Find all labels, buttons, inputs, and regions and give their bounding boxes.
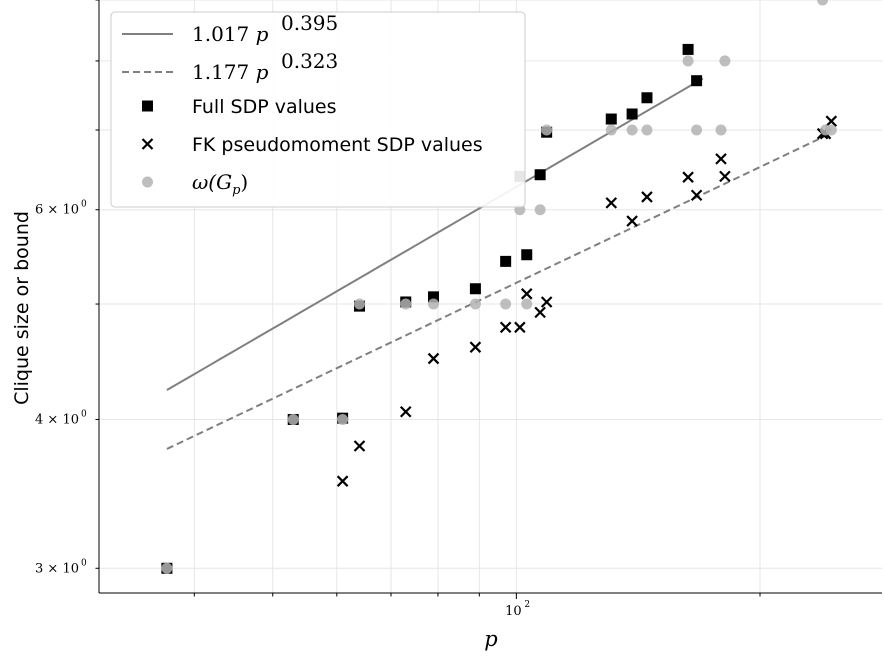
legend-handle — [142, 100, 153, 112]
x-tick-label: 10 — [505, 604, 522, 619]
clique-number-point — [541, 124, 553, 136]
legend-handle — [141, 138, 154, 150]
full-sdp-point — [641, 92, 653, 104]
fk-sdp-point — [605, 197, 618, 209]
clique-number-point — [161, 562, 173, 574]
clique-number-point — [337, 413, 349, 425]
full-sdp-point — [521, 249, 533, 261]
full-sdp-point — [682, 43, 694, 55]
axes: 10 23 × 10 04 × 10 06 × 10 0 — [35, 0, 882, 619]
fk-sdp-point — [499, 321, 512, 334]
fk-sdp-point — [682, 171, 694, 183]
y-tick-label: 3 × 10 — [35, 561, 79, 576]
y-tick-label: 6 × 10 — [35, 203, 79, 218]
clique-number-point — [400, 298, 412, 310]
fk-sdp-point — [336, 475, 349, 487]
y-tick-label-exponent: 0 — [81, 409, 87, 419]
legend-label: FK pseudomoment SDP values — [192, 134, 483, 156]
clique-number-point — [682, 55, 694, 67]
legend-entry: 1.177 p 0.323 — [122, 49, 338, 84]
y-axis-label: Clique size or bound — [11, 211, 33, 405]
fk-sdp-point — [641, 191, 653, 203]
legend-handle — [142, 176, 153, 188]
clique-number-point — [469, 298, 481, 310]
clique-number-point — [719, 55, 731, 67]
legend-entry: FK pseudomoment SDP values — [141, 134, 483, 156]
full-sdp-point — [469, 283, 481, 295]
fk-sdp-point — [469, 341, 482, 353]
clique-number-point — [521, 298, 533, 310]
legend-label: ω(Gp) — [192, 170, 248, 198]
fk-sdp-point — [825, 115, 838, 127]
clique-number-point — [691, 124, 703, 136]
fk-sdp-point — [520, 288, 533, 300]
fk-fit-line — [166, 132, 832, 450]
fk-sdp-point — [399, 405, 412, 418]
clique-number-point — [715, 124, 727, 136]
legend-label: 1.017 p — [192, 22, 269, 46]
full-sdp-point — [605, 113, 617, 125]
full-sdp-point — [534, 169, 546, 181]
fk-sdp-point — [626, 215, 638, 227]
clique-number-point — [605, 124, 617, 136]
legend-entry: 1.017 p 0.395 — [122, 11, 338, 46]
legend-label: 1.177 p — [192, 60, 269, 84]
fk-sdp-point — [715, 153, 727, 165]
fk-sdp-point — [540, 296, 553, 308]
full-sdp-point — [626, 108, 638, 120]
legend-entry: Full SDP values — [142, 96, 337, 118]
x-axis-label: p — [484, 627, 497, 651]
clique-number-point — [428, 298, 440, 310]
legend-label: Full SDP values — [192, 96, 337, 118]
full-sdp-point — [428, 291, 440, 303]
y-tick-label: 4 × 10 — [35, 412, 79, 427]
clique-number-point — [641, 124, 653, 136]
clique-number-point — [500, 298, 512, 310]
y-tick-label-exponent: 0 — [81, 200, 87, 210]
clique-number-point — [817, 0, 829, 6]
clique-number-point — [287, 413, 299, 425]
clique-number-point — [354, 298, 366, 310]
fk-sdp-point — [719, 170, 731, 183]
legend-box — [110, 11, 526, 208]
legend-label-exponent: 0.323 — [281, 49, 338, 73]
fk-sdp-point — [690, 189, 703, 202]
fk-sdp-point — [514, 321, 526, 334]
clique-number-point — [626, 124, 638, 136]
fk-sdp-point — [534, 306, 546, 319]
clique-number-point — [825, 124, 837, 136]
clique-number-point — [534, 204, 546, 216]
full-sdp-point — [500, 255, 512, 267]
plot-area — [161, 0, 838, 574]
fk-sdp-point — [427, 352, 440, 365]
x-tick-label-exponent: 2 — [524, 600, 530, 610]
full-sdp-point — [691, 75, 703, 87]
legend-label-exponent: 0.395 — [281, 11, 338, 35]
fk-sdp-point — [353, 440, 366, 452]
y-tick-label-exponent: 0 — [81, 558, 87, 568]
legend: 1.017 p 0.395 1.177 p 0.323 Full SDP values F… — [110, 11, 526, 208]
